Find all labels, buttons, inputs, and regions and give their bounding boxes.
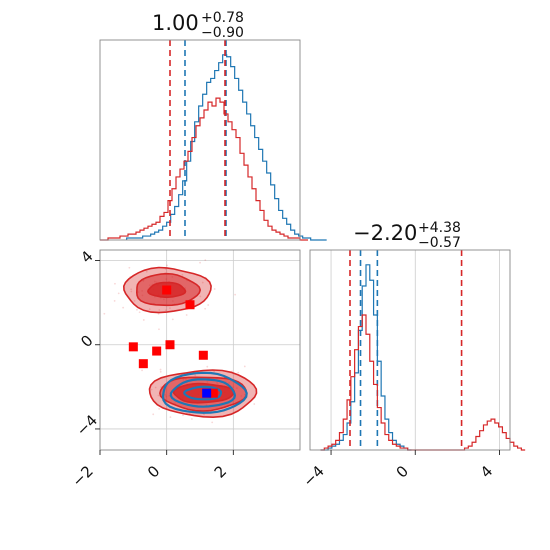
- top-histogram-title-lower-error: −0.90: [201, 25, 244, 41]
- sample-point: [169, 416, 172, 419]
- sample-point: [152, 413, 155, 416]
- sample-point: [166, 264, 168, 267]
- top-histogram-frame: [99, 39, 301, 241]
- sample-point: [213, 370, 216, 373]
- sample-point: [211, 421, 214, 424]
- sample-point: [154, 386, 157, 389]
- sample-point: [201, 281, 204, 284]
- blue-contour-level: [169, 378, 237, 408]
- sample-point: [130, 290, 133, 293]
- right-histogram-title-lower-error: −0.57: [418, 235, 461, 251]
- red-square-marker: [185, 300, 195, 310]
- contour-x-tick-label: 0: [144, 462, 163, 481]
- sample-point: [204, 259, 207, 262]
- sample-point: [103, 312, 106, 315]
- contour-y-tick-label: −4: [73, 411, 101, 439]
- blue-contour-level: [183, 385, 223, 401]
- contour-frame: [99, 249, 301, 451]
- right-histogram-series-1-step: [320, 314, 526, 451]
- sample-point: [194, 374, 197, 377]
- red-square-marker: [208, 388, 218, 398]
- sample-point: [203, 413, 205, 416]
- sample-point: [171, 318, 174, 321]
- sample-point: [237, 371, 240, 374]
- contour-x-tick-label: 2: [211, 462, 230, 481]
- sample-point: [213, 288, 216, 290]
- right-histogram-series-0-step: [320, 264, 412, 451]
- blue-square-marker: [202, 388, 212, 398]
- sample-point: [190, 418, 193, 420]
- sample-point: [158, 328, 160, 331]
- sample-point: [142, 319, 145, 321]
- right-histogram-title-upper-error: +4.38: [418, 220, 461, 236]
- top-histogram-panel: 1.00 +0.78 −0.90: [99, 10, 327, 241]
- sample-point: [199, 261, 201, 264]
- sample-point: [138, 311, 141, 314]
- sample-point: [157, 312, 160, 315]
- right-histogram-frame: [309, 249, 511, 451]
- red-square-marker: [152, 346, 162, 356]
- top-histogram-title-value: 1.00: [152, 11, 199, 35]
- red-square-marker: [165, 340, 175, 350]
- top-histogram-title-upper-error: +0.78: [201, 10, 244, 26]
- right-histogram-title-value: −2.20: [353, 221, 417, 245]
- sample-point: [158, 407, 161, 410]
- sample-point: [204, 307, 207, 310]
- sample-point: [253, 403, 256, 405]
- top-histogram-series-1-step: [100, 97, 308, 241]
- red-square-marker: [128, 342, 138, 352]
- sample-point: [169, 307, 171, 310]
- sample-point: [157, 394, 160, 397]
- sample-point: [141, 369, 143, 372]
- sample-point: [117, 292, 120, 295]
- sample-point: [128, 266, 131, 269]
- sample-point: [114, 282, 116, 285]
- sample-point: [234, 293, 237, 296]
- red-square-marker: [198, 350, 208, 360]
- right-histogram-x-tick-label: 4: [477, 462, 496, 481]
- sample-point: [164, 309, 167, 312]
- red-square-marker: [162, 285, 172, 295]
- sample-point: [199, 295, 202, 298]
- sample-point: [136, 308, 138, 311]
- contour-y-tick-label: 0: [77, 331, 96, 350]
- sample-point: [122, 306, 125, 309]
- sample-point: [145, 270, 148, 273]
- blue-contour-level: [161, 371, 248, 414]
- sample-point: [158, 309, 161, 311]
- contour-x-tick-label: −2: [68, 462, 96, 490]
- sample-point: [130, 288, 133, 291]
- contour-panel: −2 0 2 −4 0 4: [68, 247, 301, 490]
- contour-y-tick-label: 4: [77, 247, 96, 266]
- sample-point: [181, 273, 184, 276]
- sample-point: [185, 314, 188, 316]
- sample-point: [207, 304, 210, 306]
- right-histogram-x-tick-label: 0: [393, 462, 412, 481]
- sample-point: [133, 299, 136, 302]
- sample-point: [159, 368, 162, 371]
- sample-point: [150, 388, 153, 391]
- right-histogram-panel: −2.20 +4.38 −0.57 −4 0 4: [300, 220, 526, 490]
- sample-point: [113, 300, 116, 302]
- sample-point: [243, 365, 246, 368]
- sample-point: [159, 370, 162, 373]
- right-histogram-x-tick-label: −4: [300, 462, 328, 490]
- red-square-marker: [138, 359, 148, 369]
- sample-point: [182, 414, 184, 417]
- sample-point: [206, 365, 209, 368]
- sample-point: [148, 308, 151, 310]
